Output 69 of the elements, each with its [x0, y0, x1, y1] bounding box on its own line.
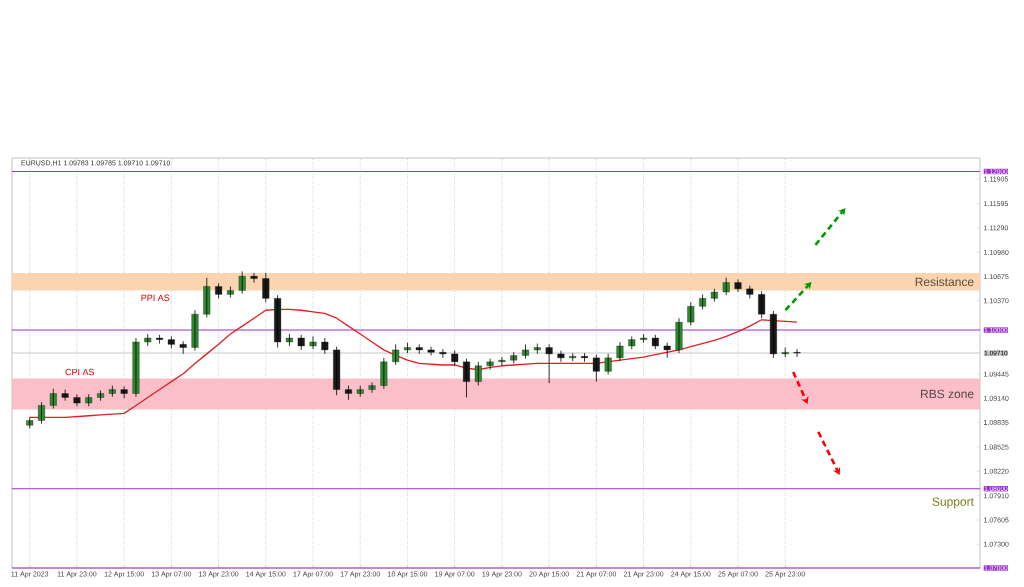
candlestick	[616, 341, 624, 362]
candlestick	[722, 277, 730, 296]
candlestick	[651, 334, 659, 350]
text: Support	[932, 497, 974, 509]
candlestick	[203, 277, 211, 318]
candlestick	[545, 343, 553, 384]
candlestick	[769, 310, 777, 359]
candlestick	[309, 336, 317, 350]
candlestick	[226, 286, 234, 298]
candlestick	[427, 346, 435, 356]
candlestick	[73, 393, 81, 407]
candlestick	[156, 334, 164, 344]
candlestick	[746, 285, 754, 299]
candlestick	[262, 272, 270, 303]
candlestick	[592, 354, 600, 383]
candlestick	[415, 343, 423, 355]
candlestick	[344, 385, 352, 401]
candlestick	[451, 350, 459, 367]
candlestick	[463, 358, 470, 398]
candlestick	[297, 334, 305, 351]
band-label: RBS zone	[921, 389, 974, 399]
candlestick	[439, 348, 447, 359]
candlestick	[699, 294, 707, 310]
candlestick	[38, 401, 45, 425]
candlestick	[628, 336, 636, 350]
candlestick	[26, 416, 34, 429]
candlestick	[97, 389, 104, 402]
candlestick	[781, 347, 789, 358]
candlestick	[474, 361, 482, 386]
candlestick	[675, 317, 683, 354]
candlestick	[333, 346, 341, 396]
candlestick	[569, 352, 577, 362]
candlestick	[250, 272, 258, 283]
candlestick	[144, 333, 152, 347]
candlestick	[663, 342, 671, 359]
candlestick	[356, 385, 364, 398]
candlestick	[120, 385, 128, 399]
candlestick	[215, 282, 223, 299]
candlestick	[557, 350, 565, 363]
band-label: Resistance	[915, 277, 974, 287]
candlestick	[238, 271, 246, 294]
candlestick	[640, 333, 648, 344]
candlestick	[710, 288, 718, 302]
candlestick	[274, 294, 282, 348]
candlestick	[510, 351, 518, 364]
candlestick	[380, 357, 388, 390]
candlestick	[179, 340, 187, 355]
annotation: CPI AS	[65, 368, 95, 376]
candlestick	[108, 385, 116, 398]
candlestick	[49, 388, 57, 409]
candlestick	[167, 336, 175, 349]
candlestick	[85, 393, 93, 407]
candlestick	[486, 358, 494, 371]
candlestick	[404, 342, 411, 354]
candlestick	[61, 389, 69, 402]
candlestick	[522, 343, 529, 360]
candlestick	[793, 348, 801, 358]
candlestick	[368, 382, 376, 394]
candlestick	[604, 353, 612, 375]
candlestick	[533, 343, 541, 355]
candlestick	[758, 290, 766, 319]
candlestick	[392, 343, 400, 366]
candlestick	[687, 301, 695, 326]
annotation: PPI AS	[141, 294, 170, 301]
candlestick	[581, 352, 588, 363]
candlestick	[285, 333, 293, 347]
candlestick	[321, 337, 329, 355]
candlestick	[734, 278, 742, 293]
candlestick	[498, 356, 506, 367]
